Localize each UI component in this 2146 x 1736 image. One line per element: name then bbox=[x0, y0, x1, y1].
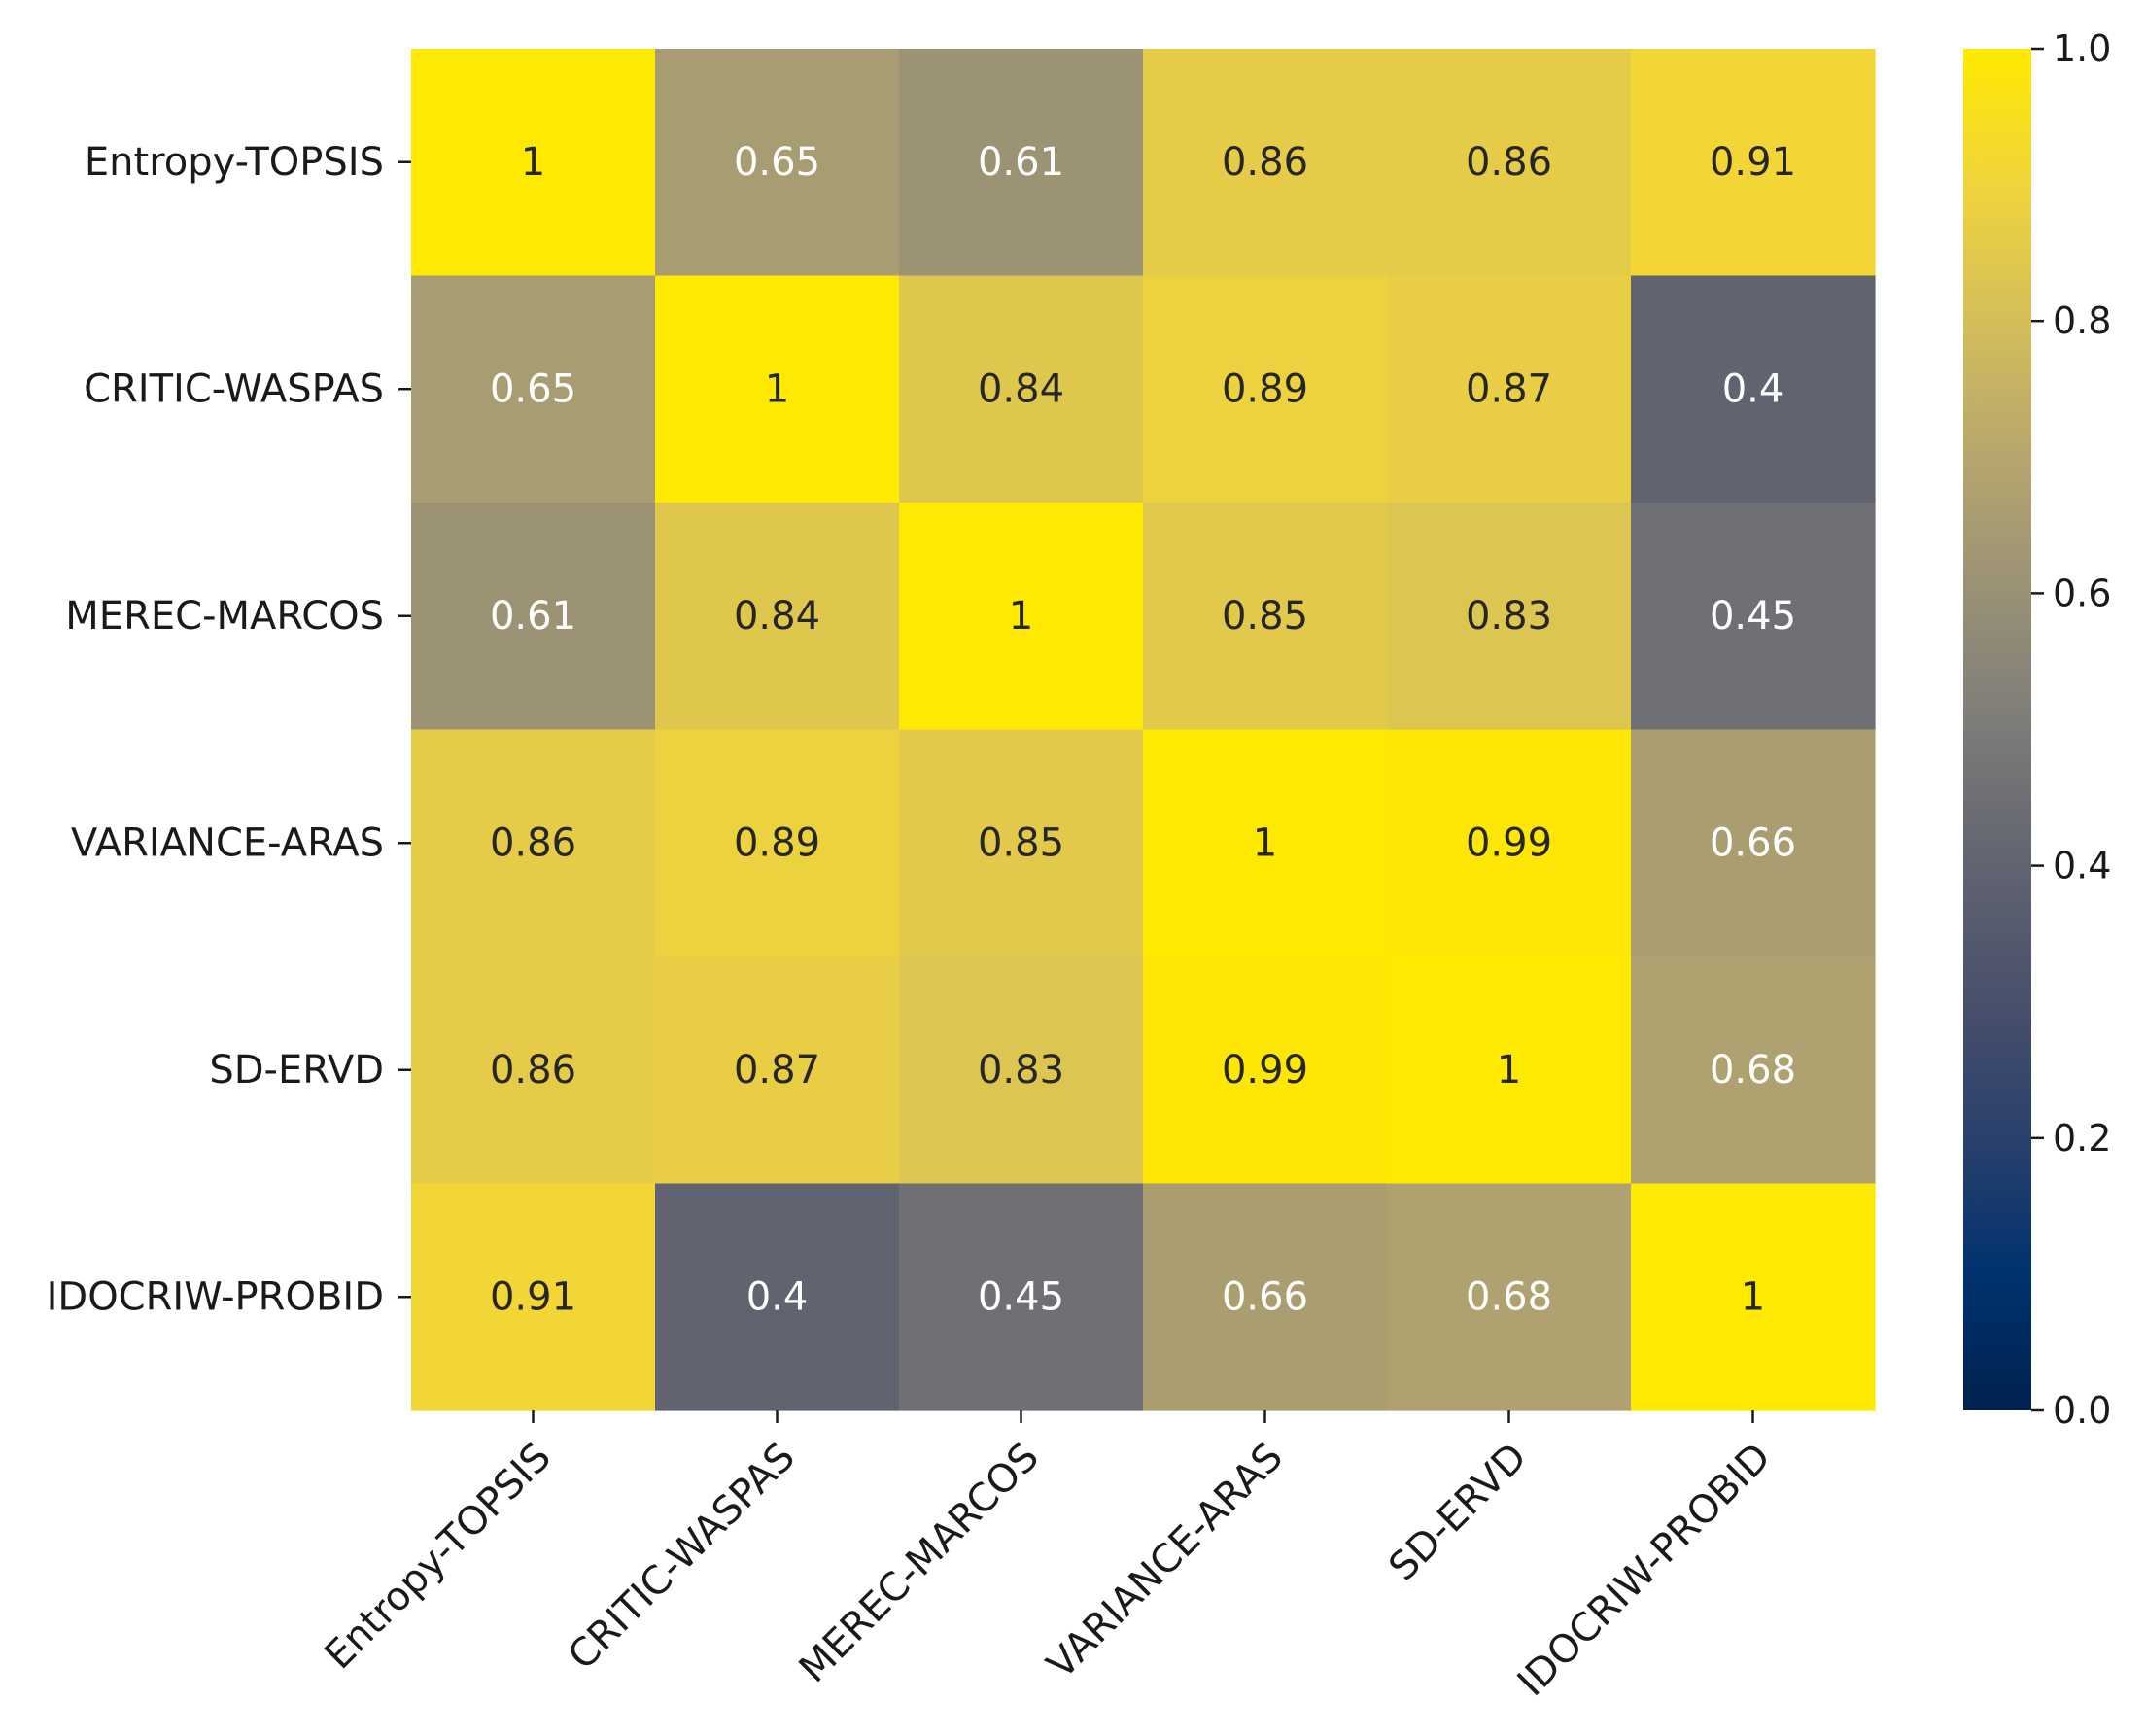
cell-value-label-r4-c5: 0.68 bbox=[1710, 1048, 1796, 1093]
cell-value-label-r0-c2: 0.61 bbox=[978, 140, 1064, 185]
y-tick-label-4: SD-ERVD bbox=[209, 1048, 384, 1093]
heatmap-cell-r0-c3 bbox=[1143, 49, 1388, 277]
cell-value-label-r0-c5: 0.91 bbox=[1710, 140, 1796, 185]
y-tick-label-3: VARIANCE-ARAS bbox=[71, 820, 384, 865]
heatmap-cell-r0-c4 bbox=[1387, 49, 1632, 277]
heatmap-cell-r4-c5 bbox=[1631, 956, 1876, 1185]
cell-value-label-r3-c1: 0.89 bbox=[734, 820, 820, 865]
x-tick-label-2: MEREC-MARCOS bbox=[791, 1435, 1048, 1691]
heatmap-cell-r5-c1 bbox=[655, 1183, 900, 1411]
heatmap-cell-r0-c5 bbox=[1631, 49, 1876, 277]
heatmap-cell-r5-c3 bbox=[1143, 1183, 1388, 1411]
colorbar-tick-label-0: 0.0 bbox=[2053, 1389, 2111, 1432]
heatmap-cell-r3-c1 bbox=[655, 729, 900, 957]
cell-value-label-r3-c2: 0.85 bbox=[978, 820, 1064, 865]
x-tick-label-5: IDOCRIW-PROBID bbox=[1509, 1435, 1780, 1705]
cell-value-label-r2-c1: 0.84 bbox=[734, 594, 820, 639]
heatmap-cell-r2-c1 bbox=[655, 503, 900, 731]
cell-value-label-r4-c0: 0.86 bbox=[490, 1048, 576, 1093]
cell-value-label-r2-c2: 1 bbox=[1009, 594, 1033, 639]
cell-value-label-r2-c3: 0.85 bbox=[1222, 594, 1308, 639]
heatmap-cell-r4-c0 bbox=[411, 956, 656, 1185]
heatmap-cell-r3-c2 bbox=[899, 729, 1144, 957]
column-labels: Entropy-TOPSIS CRITIC-WASPASMEREC-MARCOSV… bbox=[317, 1410, 1780, 1705]
heatmap-cell-r3-c0 bbox=[411, 729, 656, 957]
heatmap-cell-r1-c1 bbox=[655, 275, 900, 503]
heatmap-cell-r5-c5 bbox=[1631, 1183, 1876, 1411]
x-tick-label-0: Entropy-TOPSIS bbox=[317, 1435, 560, 1678]
heatmap-cell-r5-c4 bbox=[1387, 1183, 1632, 1411]
heatmap-cell-r2-c3 bbox=[1143, 503, 1388, 731]
cell-value-label-r5-c1: 0.4 bbox=[746, 1274, 809, 1319]
cell-value-label-r5-c3: 0.66 bbox=[1222, 1274, 1308, 1319]
cell-value-label-r2-c4: 0.83 bbox=[1466, 594, 1552, 639]
cell-value-label-r1-c2: 0.84 bbox=[978, 366, 1064, 411]
heatmap-cell-r1-c0 bbox=[411, 275, 656, 503]
cell-value-label-r1-c5: 0.4 bbox=[1722, 366, 1784, 411]
cell-value-label-r2-c5: 0.45 bbox=[1710, 594, 1796, 639]
colorbar-tick-label-3: 0.6 bbox=[2053, 572, 2111, 614]
cell-value-label-r1-c1: 1 bbox=[765, 366, 789, 411]
cell-value-label-r3-c5: 0.66 bbox=[1710, 820, 1796, 865]
heatmap-cell-r5-c2 bbox=[899, 1183, 1144, 1411]
heatmap-cell-r3-c4 bbox=[1387, 729, 1632, 957]
heatmap-cell-r0-c1 bbox=[655, 49, 900, 277]
colorbar-tick-label-2: 0.4 bbox=[2053, 845, 2111, 887]
cell-value-label-r5-c2: 0.45 bbox=[978, 1274, 1064, 1319]
heatmap-cell-r4-c3 bbox=[1143, 956, 1388, 1185]
cell-value-label-r0-c1: 0.65 bbox=[734, 140, 820, 185]
y-tick-label-0: Entropy-TOPSIS bbox=[85, 140, 384, 185]
cell-value-label-r5-c5: 1 bbox=[1741, 1274, 1765, 1319]
y-tick-label-1: CRITIC-WASPAS bbox=[84, 366, 384, 411]
cell-value-label-r3-c0: 0.86 bbox=[490, 820, 576, 865]
cell-value-label-r0-c0: 1 bbox=[521, 140, 545, 185]
heatmap-cell-r0-c0 bbox=[411, 49, 656, 277]
heatmap-cell-r4-c1 bbox=[655, 956, 900, 1185]
cell-value-label-r1-c4: 0.87 bbox=[1466, 366, 1552, 411]
heatmap-cell-r1-c3 bbox=[1143, 275, 1388, 503]
cell-value-label-r4-c3: 0.99 bbox=[1222, 1048, 1308, 1093]
colorbar-tick-label-5: 1.0 bbox=[2053, 27, 2111, 70]
cell-value-label-r0-c4: 0.86 bbox=[1466, 140, 1552, 185]
heatmap-cells: 1 0.65 0.61 0.86 0.86 0.91 0.65 1 0.84 0.89 0.87 0.… bbox=[411, 49, 1876, 1411]
x-tick-label-4: SD-ERVD bbox=[1380, 1435, 1536, 1590]
heatmap-cell-r3-c3 bbox=[1143, 729, 1388, 957]
heatmap-cell-r2-c2 bbox=[899, 503, 1144, 731]
heatmap-cell-r4-c2 bbox=[899, 956, 1144, 1185]
x-tick-label-1: CRITIC-WASPAS bbox=[560, 1435, 804, 1679]
cell-value-label-r0-c3: 0.86 bbox=[1222, 140, 1308, 185]
cell-value-label-r4-c1: 0.87 bbox=[734, 1048, 820, 1093]
colorbar-gradient bbox=[1963, 49, 2031, 1410]
colorbar-tick-label-4: 0.8 bbox=[2053, 299, 2111, 342]
colorbar: 0.0 0.2 0.4 0.6 0.8 1.0 bbox=[1963, 27, 2111, 1432]
y-tick-label-2: MEREC-MARCOS bbox=[65, 594, 384, 639]
heatmap-cell-r1-c2 bbox=[899, 275, 1144, 503]
heatmap-cell-r3-c5 bbox=[1631, 729, 1876, 957]
row-labels: Entropy-TOPSIS CRITIC-WASPAS MEREC-MARCOS V… bbox=[47, 140, 411, 1319]
heatmap-cell-r0-c2 bbox=[899, 49, 1144, 277]
heatmap-cell-r4-c4 bbox=[1387, 956, 1632, 1185]
cell-value-label-r4-c2: 0.83 bbox=[978, 1048, 1064, 1093]
heatmap-cell-r2-c0 bbox=[411, 503, 656, 731]
cell-value-label-r5-c0: 0.91 bbox=[490, 1274, 576, 1319]
heatmap-cell-r1-c5 bbox=[1631, 275, 1876, 503]
y-tick-label-5: IDOCRIW-PROBID bbox=[47, 1274, 384, 1319]
cell-value-label-r1-c3: 0.89 bbox=[1222, 366, 1308, 411]
cell-value-label-r3-c4: 0.99 bbox=[1466, 820, 1552, 865]
cell-value-label-r2-c0: 0.61 bbox=[490, 594, 576, 639]
heatmap-cell-r5-c0 bbox=[411, 1183, 656, 1411]
cell-value-label-r5-c4: 0.68 bbox=[1466, 1274, 1552, 1319]
cell-value-label-r3-c3: 1 bbox=[1253, 820, 1277, 865]
heatmap-cell-r1-c4 bbox=[1387, 275, 1632, 503]
heatmap-cell-r2-c5 bbox=[1631, 503, 1876, 731]
cell-value-label-r1-c0: 0.65 bbox=[490, 366, 576, 411]
cell-value-label-r4-c4: 1 bbox=[1497, 1048, 1521, 1093]
heatmap-cell-r2-c4 bbox=[1387, 503, 1632, 731]
x-tick-label-3: VARIANCE-ARAS bbox=[1039, 1435, 1292, 1687]
colorbar-tick-label-1: 0.2 bbox=[2053, 1117, 2111, 1160]
